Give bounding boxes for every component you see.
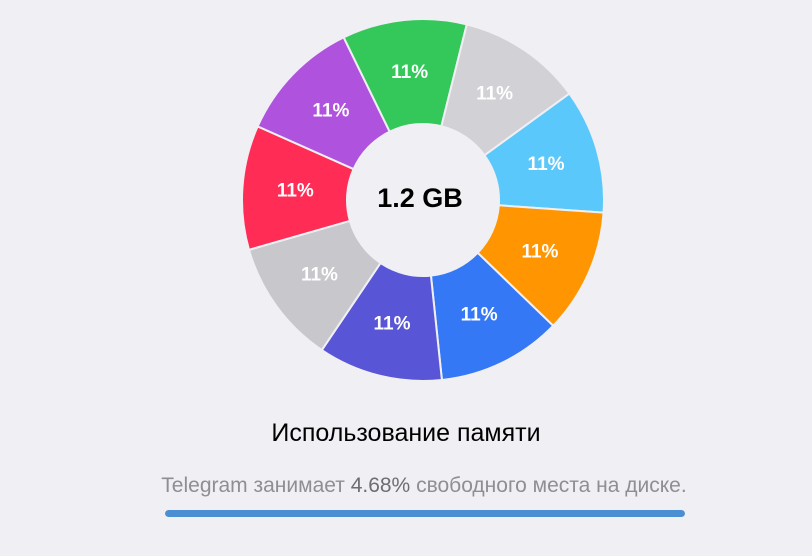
slice-percent-label: 11%: [528, 154, 565, 175]
slice-percent-label: 11%: [301, 265, 338, 286]
storage-subtitle: Telegram занимает 4.68% свободного места…: [0, 474, 812, 498]
slice-percent-label: 11%: [391, 62, 428, 83]
storage-progress-fill: [165, 510, 685, 517]
chart-slice-labels: 11% 11% 11% 11% 11% 11% 11% 11% 11%: [277, 62, 565, 334]
total-size-label: 1.2 GB: [377, 183, 463, 213]
slice-percent-label: 11%: [476, 83, 513, 104]
subtitle-prefix: Telegram занимает: [161, 474, 351, 497]
slice-percent-label: 11%: [277, 181, 314, 202]
subtitle-suffix: свободного места на диске.: [410, 474, 687, 497]
slice-percent-label: 11%: [521, 242, 558, 263]
storage-title: Использование памяти: [271, 419, 541, 447]
slice-percent-label: 11%: [374, 314, 411, 335]
subtitle-percent: 4.68%: [350, 474, 411, 497]
slice-percent-label: 11%: [461, 305, 498, 326]
storage-donut-chart: 11% 11% 11% 11% 11% 11% 11% 11% 11% 1.2 GB: [241, 18, 605, 382]
chart-slice: [247, 219, 382, 352]
chart-slices: [241, 18, 605, 382]
slice-percent-label: 11%: [312, 101, 349, 122]
storage-progress-bar: [165, 510, 685, 517]
